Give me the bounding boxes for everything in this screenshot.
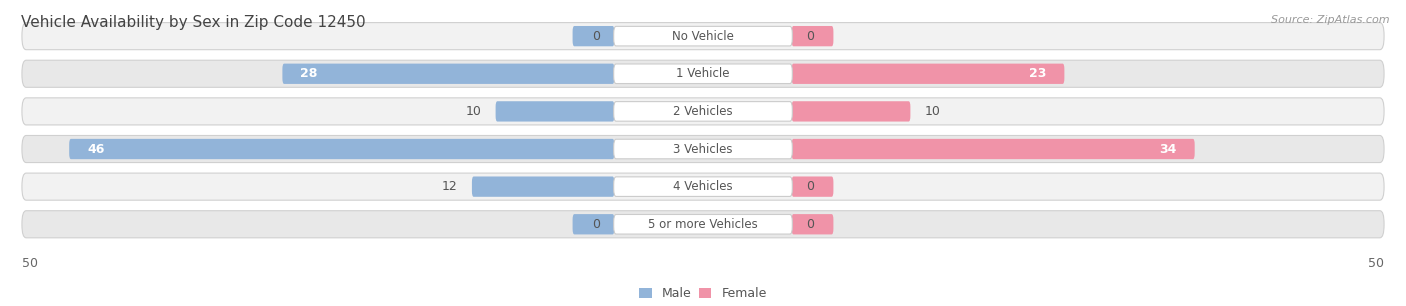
- FancyBboxPatch shape: [22, 23, 1384, 50]
- FancyBboxPatch shape: [792, 64, 1064, 84]
- FancyBboxPatch shape: [792, 177, 834, 197]
- FancyBboxPatch shape: [792, 101, 911, 121]
- FancyBboxPatch shape: [22, 173, 1384, 200]
- FancyBboxPatch shape: [613, 139, 793, 159]
- Text: 10: 10: [465, 105, 481, 118]
- Text: 0: 0: [806, 218, 814, 231]
- FancyBboxPatch shape: [613, 177, 793, 196]
- Text: 50: 50: [1368, 257, 1384, 270]
- FancyBboxPatch shape: [613, 102, 793, 121]
- Text: 0: 0: [592, 30, 600, 43]
- Text: 46: 46: [87, 143, 104, 155]
- FancyBboxPatch shape: [283, 64, 614, 84]
- FancyBboxPatch shape: [22, 211, 1384, 238]
- FancyBboxPatch shape: [22, 136, 1384, 162]
- FancyBboxPatch shape: [22, 98, 1384, 125]
- FancyBboxPatch shape: [572, 26, 614, 46]
- Text: 5 or more Vehicles: 5 or more Vehicles: [648, 218, 758, 231]
- Text: Source: ZipAtlas.com: Source: ZipAtlas.com: [1271, 15, 1389, 25]
- Text: 10: 10: [925, 105, 941, 118]
- Text: 0: 0: [806, 180, 814, 193]
- Text: Vehicle Availability by Sex in Zip Code 12450: Vehicle Availability by Sex in Zip Code …: [21, 15, 366, 30]
- Legend: Male, Female: Male, Female: [634, 282, 772, 305]
- FancyBboxPatch shape: [495, 101, 614, 121]
- FancyBboxPatch shape: [613, 64, 793, 84]
- FancyBboxPatch shape: [472, 177, 614, 197]
- FancyBboxPatch shape: [792, 139, 1195, 159]
- Text: No Vehicle: No Vehicle: [672, 30, 734, 43]
- FancyBboxPatch shape: [792, 214, 834, 234]
- Text: 34: 34: [1160, 143, 1177, 155]
- FancyBboxPatch shape: [22, 60, 1384, 87]
- Text: 23: 23: [1029, 67, 1046, 80]
- FancyBboxPatch shape: [69, 139, 614, 159]
- FancyBboxPatch shape: [792, 26, 834, 46]
- Text: 50: 50: [22, 257, 38, 270]
- FancyBboxPatch shape: [613, 26, 793, 46]
- Text: 4 Vehicles: 4 Vehicles: [673, 180, 733, 193]
- Text: 2 Vehicles: 2 Vehicles: [673, 105, 733, 118]
- Text: 3 Vehicles: 3 Vehicles: [673, 143, 733, 155]
- Text: 1 Vehicle: 1 Vehicle: [676, 67, 730, 80]
- Text: 28: 28: [301, 67, 318, 80]
- FancyBboxPatch shape: [613, 215, 793, 234]
- Text: 12: 12: [441, 180, 458, 193]
- Text: 0: 0: [806, 30, 814, 43]
- Text: 0: 0: [592, 218, 600, 231]
- FancyBboxPatch shape: [572, 214, 614, 234]
